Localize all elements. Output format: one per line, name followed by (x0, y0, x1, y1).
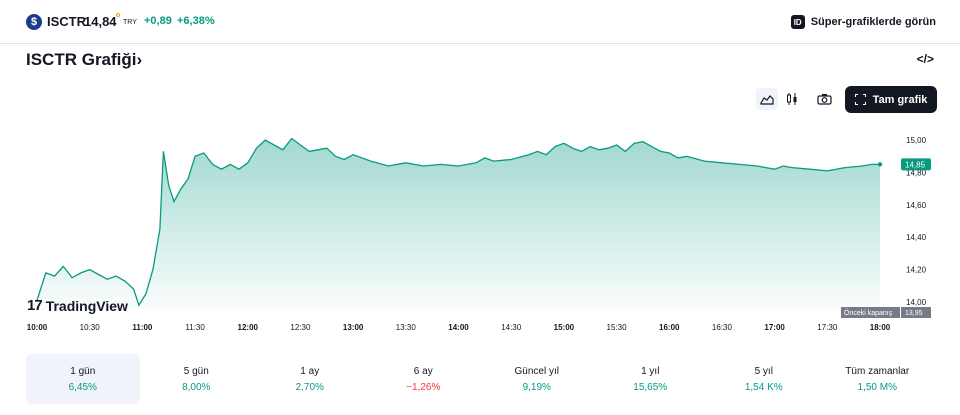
y-axis: 15,00 14,80 14,60 14,40 14,20 14,00 (906, 136, 927, 307)
period-change: 1,50 M% (857, 381, 897, 393)
y-tick-label: 15,00 (906, 136, 927, 145)
y-tick-label: 14,00 (906, 298, 927, 307)
super-charts-link[interactable]: ID Süper-grafiklerde görün (790, 13, 936, 31)
fullscreen-label: Tam grafik (872, 93, 928, 106)
period-button[interactable]: Tüm zamanlar 1,50 M% (821, 354, 935, 404)
chart-title-link[interactable]: ISCTR Grafiği› (26, 50, 143, 69)
ticker-change: +0,89 (144, 15, 172, 27)
tradingview-wordmark: TradingView (45, 297, 128, 314)
ticker-currency: TRY (123, 19, 137, 26)
super-charts-label: Süper-grafiklerde görün (810, 16, 936, 28)
x-tick-label: 13:00 (343, 323, 364, 332)
period-change: −1,26% (406, 381, 441, 393)
period-label: 6 ay (413, 365, 433, 377)
fullscreen-button[interactable]: Tam grafik (845, 86, 937, 113)
x-tick-label: 15:00 (554, 323, 575, 332)
area-chart-button[interactable] (756, 88, 778, 110)
period-change: 15,65% (633, 381, 668, 393)
x-tick-label: 16:00 (659, 323, 680, 332)
period-label: 5 gün (183, 365, 209, 377)
period-change: 2,70% (295, 381, 324, 393)
period-label: 5 yıl (754, 365, 773, 377)
x-tick-label: 13:30 (396, 323, 417, 332)
x-tick-label: 18:00 (870, 323, 891, 332)
previous-close-value: 13,95 (905, 310, 923, 317)
x-tick-label: 14:30 (501, 323, 522, 332)
market-status-icon (116, 13, 120, 17)
period-button[interactable]: Güncel yıl 9,19% (480, 354, 594, 404)
ticker-symbol[interactable]: ISCTR (47, 14, 86, 29)
price-line (36, 137, 880, 307)
candlestick-chart-button[interactable] (781, 88, 803, 110)
period-button[interactable]: 5 gün 8,00% (140, 354, 254, 404)
tradingview-logo[interactable]: 17 TradingView (27, 297, 128, 314)
x-tick-label: 12:30 (290, 323, 311, 332)
last-price-tag: 14,85 (877, 158, 931, 171)
y-tick-label: 14,20 (906, 266, 927, 275)
x-tick-label: 16:30 (712, 323, 733, 332)
x-tick-label: 10:30 (80, 323, 101, 332)
previous-close-label-bg (841, 307, 900, 318)
last-price-dot (877, 162, 883, 167)
period-label: Tüm zamanlar (845, 365, 910, 377)
ticker-price: 14,84 (84, 14, 117, 29)
period-label: Güncel yıl (514, 365, 559, 377)
price-chart[interactable]: 15,00 14,80 14,60 14,40 14,20 14,00 10:00 10:3… (0, 118, 960, 340)
ticker-change-percent: +6,38% (177, 15, 215, 27)
super-charts-icon: ID (790, 15, 805, 29)
period-change: 9,19% (522, 381, 551, 393)
fullscreen-icon (853, 93, 866, 105)
previous-close-label: Önceki kapanış (844, 309, 893, 317)
embed-code-icon[interactable]: </> (916, 52, 934, 66)
y-tick-label: 14,60 (906, 201, 927, 210)
x-tick-label: 10:00 (27, 323, 48, 332)
last-price-label: 14,85 (905, 160, 926, 169)
period-button[interactable]: 1 ay 2,70% (253, 354, 367, 404)
y-tick-label: 14,80 (906, 168, 927, 177)
x-tick-label: 17:30 (817, 323, 838, 332)
candlestick-icon (787, 93, 797, 105)
x-axis: 10:00 10:30 11:00 11:30 12:00 12:30 13:00 13:30… (27, 323, 891, 332)
period-label: 1 yıl (641, 365, 660, 377)
period-change: 6,45% (68, 381, 97, 393)
x-tick-label: 14:00 (448, 323, 469, 332)
x-tick-label: 11:00 (132, 323, 153, 332)
x-tick-label: 15:30 (607, 323, 628, 332)
area-chart-icon (760, 95, 774, 105)
period-button[interactable]: 1 yıl 15,65% (594, 354, 708, 404)
last-price-tag-bg (901, 158, 931, 171)
ticker-bar: $ ISCTR 14,84 TRY +0,89 +6,38% ID Süper-… (0, 0, 960, 44)
period-button[interactable]: 6 ay −1,26% (367, 354, 481, 404)
x-tick-label: 11:30 (185, 323, 205, 332)
period-selector: 1 gün 6,45% 5 gün 8,00% 1 ay 2,70% 6 ay −1,26% G… (26, 354, 934, 404)
price-area-fill (37, 138, 880, 310)
x-tick-label: 12:00 (238, 323, 259, 332)
screenshot-button[interactable] (813, 88, 835, 110)
period-change: 8,00% (182, 381, 211, 393)
period-button[interactable]: 1 gün 6,45% (26, 354, 140, 404)
camera-icon (816, 94, 832, 105)
company-logo-icon: $ (26, 14, 42, 30)
period-change: 1,54 K% (744, 381, 783, 393)
period-label: 1 gün (70, 365, 96, 377)
previous-close-value-bg (901, 307, 931, 318)
tradingview-mark-icon: 17 (27, 297, 43, 314)
y-tick-label: 14,40 (906, 233, 927, 242)
period-label: 1 ay (300, 365, 320, 377)
x-tick-label: 17:00 (764, 323, 785, 332)
period-button[interactable]: 5 yıl 1,54 K% (707, 354, 821, 404)
previous-close-tag: Önceki kapanış 13,95 (841, 307, 931, 318)
